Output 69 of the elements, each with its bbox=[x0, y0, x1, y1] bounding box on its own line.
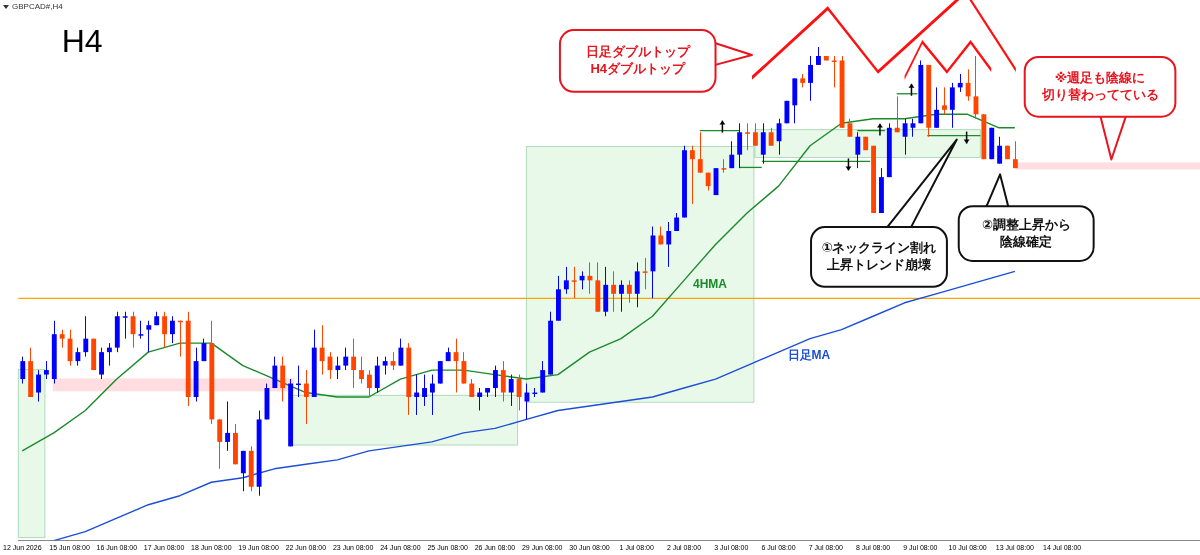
candlestick bbox=[477, 387, 483, 411]
candlestick bbox=[902, 118, 908, 156]
annotation: ②調整上昇から陰線確定 bbox=[981, 216, 1071, 249]
candlestick bbox=[571, 266, 577, 299]
candlestick bbox=[508, 374, 514, 407]
candlestick bbox=[949, 82, 955, 129]
candlestick bbox=[737, 122, 743, 169]
candlestick bbox=[461, 351, 467, 385]
candlestick bbox=[20, 356, 26, 385]
candlestick bbox=[855, 131, 861, 169]
candlestick bbox=[122, 311, 128, 340]
candlestick bbox=[83, 315, 89, 358]
candlestick bbox=[414, 374, 420, 416]
candlestick bbox=[500, 360, 506, 402]
annotation: H4 bbox=[61, 22, 103, 62]
candlestick bbox=[422, 374, 427, 407]
candlestick bbox=[965, 68, 971, 102]
series-label: 日足MA bbox=[787, 348, 831, 363]
candlestick bbox=[942, 86, 947, 115]
candlestick bbox=[36, 369, 41, 402]
candlestick bbox=[689, 145, 695, 205]
candlestick bbox=[619, 279, 624, 313]
candlestick bbox=[516, 374, 522, 411]
candlestick bbox=[99, 347, 104, 380]
candlestick bbox=[492, 365, 498, 398]
candlestick bbox=[319, 324, 325, 376]
candlestick bbox=[666, 221, 672, 268]
candlestick bbox=[934, 86, 940, 129]
candlestick bbox=[343, 347, 349, 371]
candlestick bbox=[697, 131, 703, 174]
candlestick bbox=[374, 356, 380, 394]
annotation: 日足ダブルトップ H4ダブルトップ bbox=[585, 44, 690, 78]
series-label: 4HMA bbox=[693, 276, 728, 291]
candlestick bbox=[398, 338, 404, 367]
candlestick bbox=[106, 342, 112, 367]
candlestick bbox=[745, 122, 750, 151]
candlestick bbox=[366, 369, 372, 398]
candlestick bbox=[335, 356, 341, 380]
candlestick bbox=[1012, 140, 1018, 169]
candlestick bbox=[272, 356, 278, 389]
candlestick bbox=[831, 55, 837, 88]
candlestick bbox=[540, 360, 546, 394]
candlestick bbox=[429, 374, 435, 416]
candlestick bbox=[217, 418, 223, 470]
candlestick bbox=[351, 338, 357, 389]
candlestick bbox=[760, 122, 766, 165]
candlestick bbox=[437, 360, 443, 385]
candlestick bbox=[752, 122, 758, 147]
candlestick bbox=[303, 369, 309, 425]
candlestick bbox=[894, 95, 900, 133]
candlestick bbox=[721, 158, 727, 174]
candlestick bbox=[170, 315, 175, 344]
candlestick bbox=[162, 311, 168, 349]
candlestick bbox=[997, 136, 1003, 165]
candlestick bbox=[642, 257, 648, 290]
candlestick bbox=[626, 279, 632, 304]
candlestick bbox=[240, 450, 246, 492]
candlestick bbox=[359, 356, 364, 385]
candlestick bbox=[729, 140, 735, 169]
annotation: ①ネックライン割れ上昇トレンド崩壊 bbox=[821, 240, 937, 272]
candlestick bbox=[146, 320, 152, 353]
candlestick bbox=[280, 356, 286, 402]
annotation: ※週足も陰線に切り替わってている bbox=[1041, 69, 1159, 102]
candlestick bbox=[808, 55, 813, 102]
chart-title: GBPCAD#,H4 bbox=[12, 2, 63, 11]
candlestick bbox=[563, 266, 569, 295]
candlestick bbox=[634, 261, 640, 308]
candlestick bbox=[225, 401, 231, 452]
candlestick bbox=[611, 270, 617, 313]
